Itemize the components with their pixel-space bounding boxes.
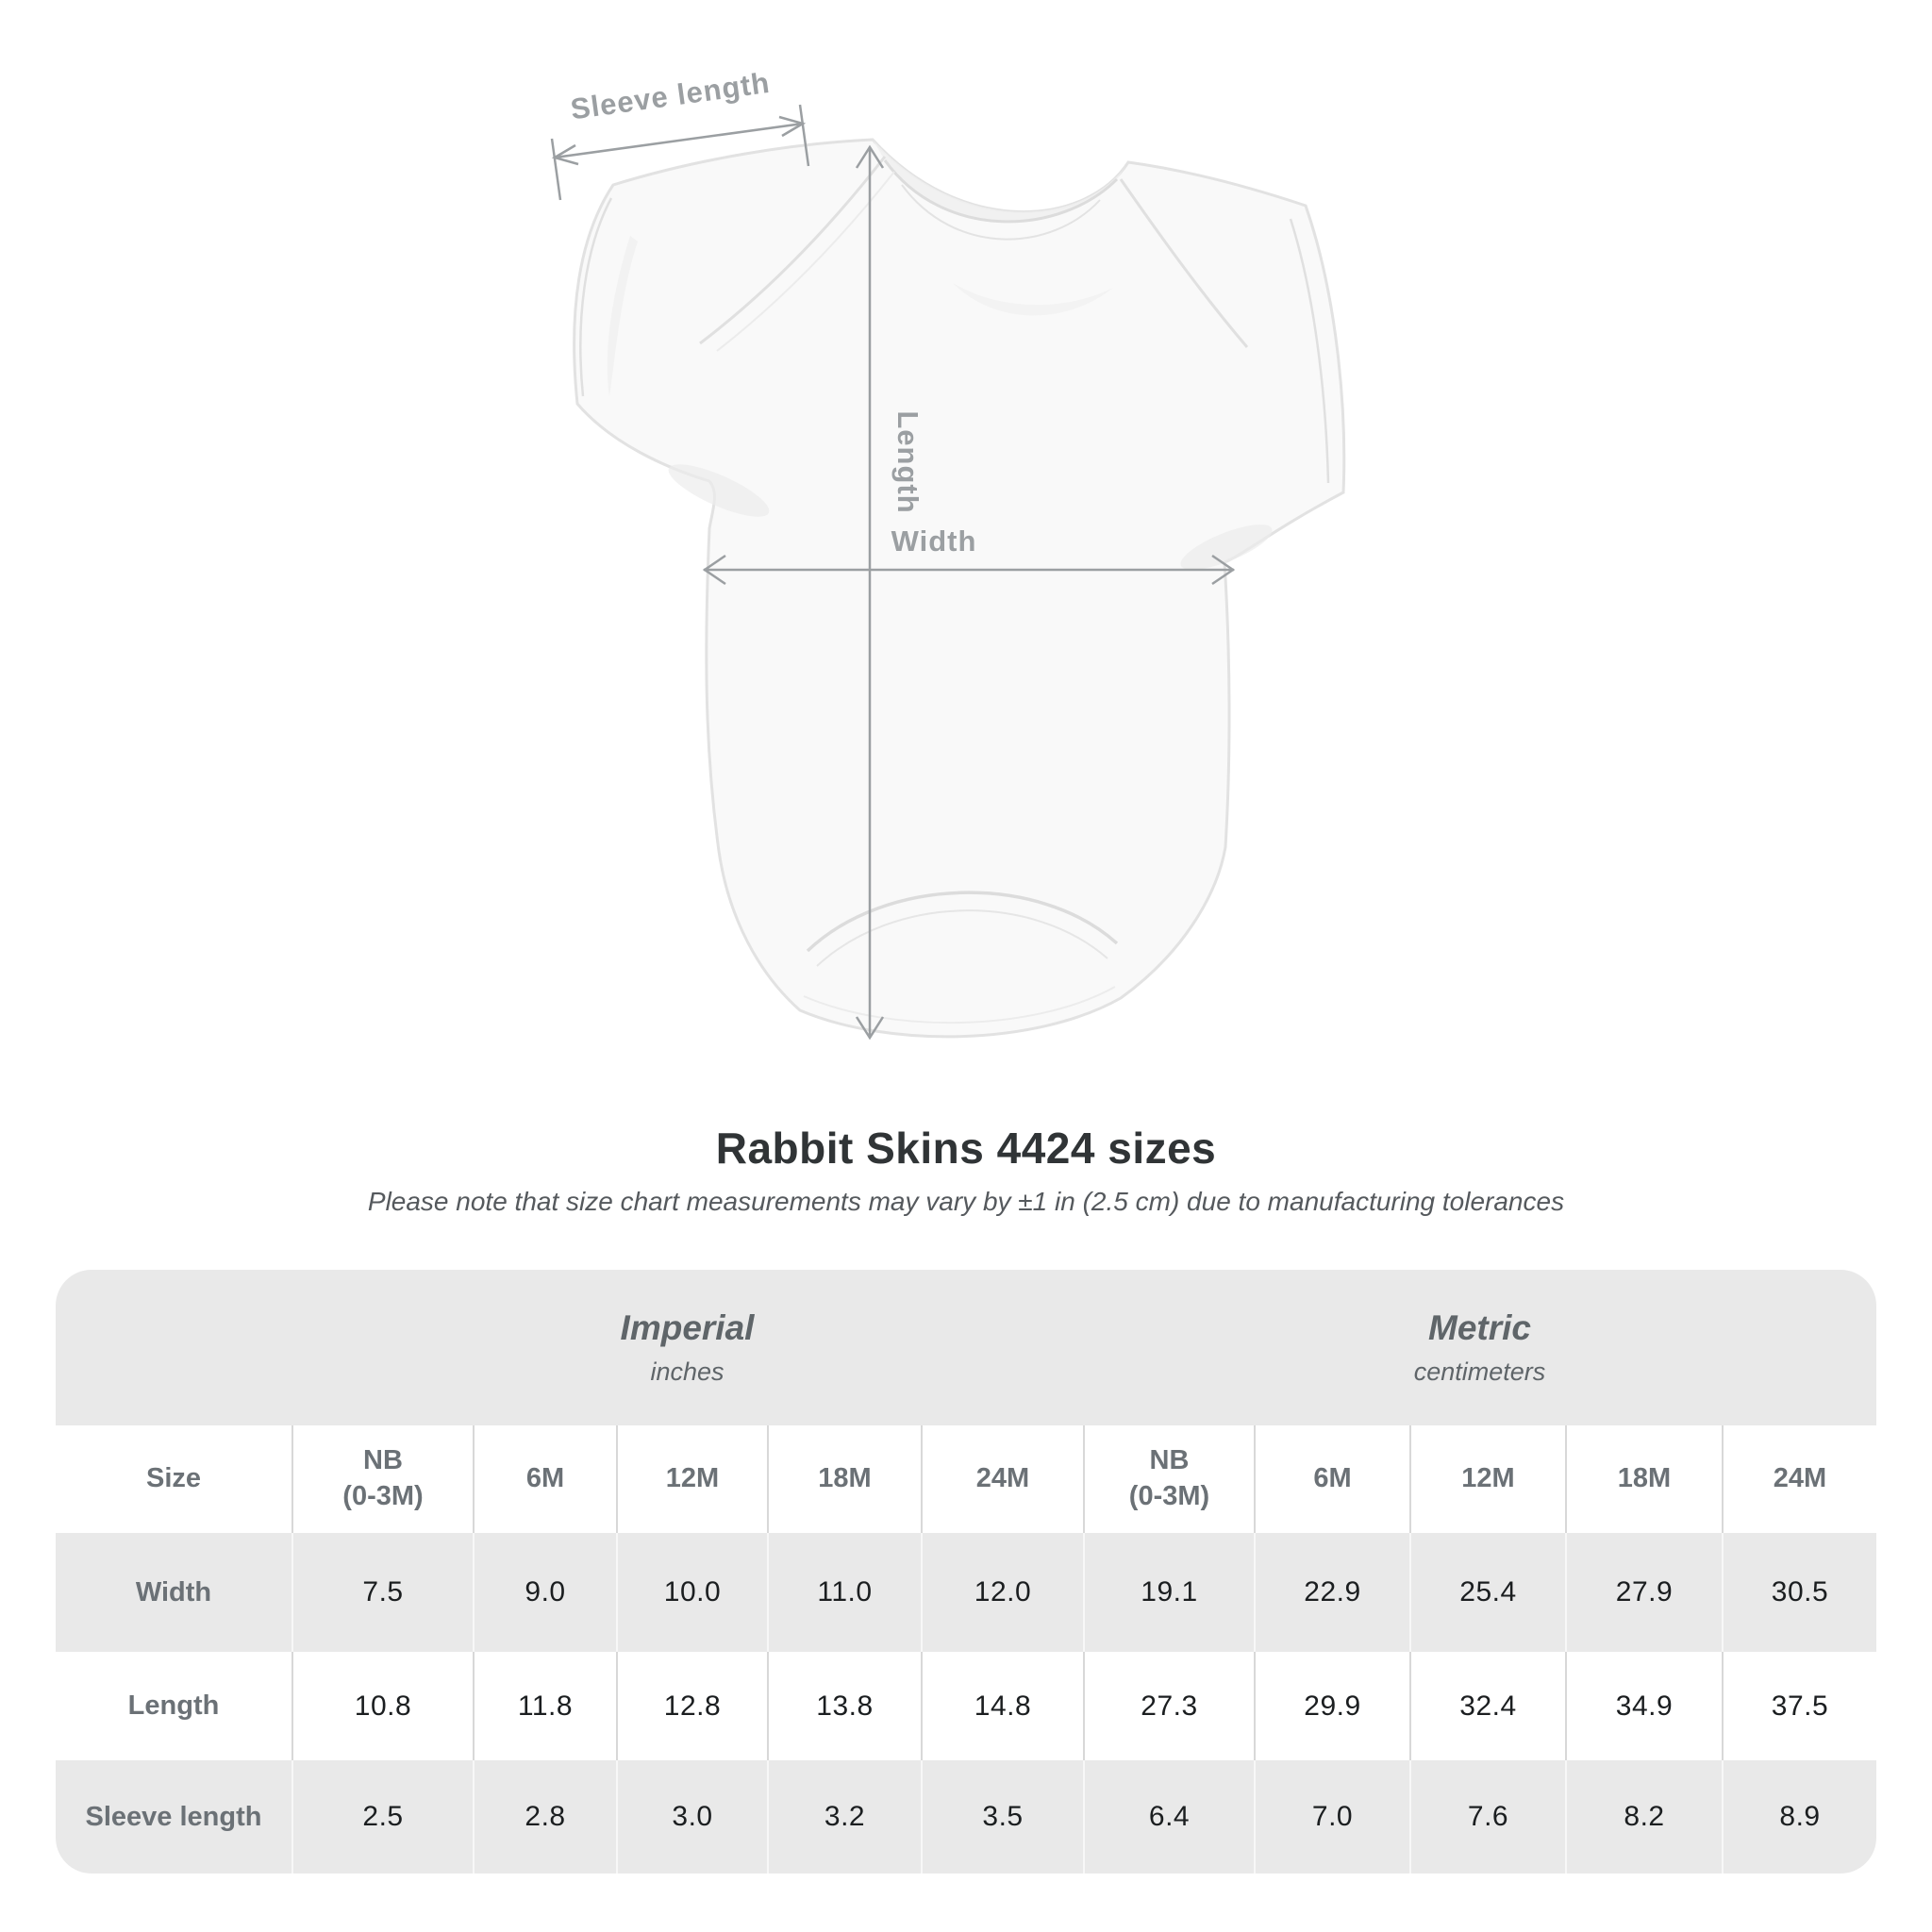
tolerance-note: Please note that size chart measurements… [367,1187,1565,1216]
table-cell: 27.3 [1083,1652,1254,1760]
row-label-sleeve-length: Sleeve length [56,1760,291,1874]
imperial-units: inches [650,1357,724,1386]
metric-section-header: Metric centimeters [1083,1270,1876,1425]
row-label-width: Width [56,1533,291,1652]
width-dimension [702,554,1236,586]
table-cell: 30.5 [1722,1533,1876,1652]
length-label: Length [891,410,924,513]
table-cell: 7.6 [1409,1760,1565,1874]
row-label-length: Length [56,1652,291,1760]
table-cell: 29.9 [1254,1652,1409,1760]
imperial-section-header: Imperial inches [291,1270,1083,1425]
table-cell: 11.8 [473,1652,616,1760]
table-cell: 7.0 [1254,1760,1409,1874]
column-header-line: NB [1149,1445,1190,1476]
column-header-6m-metric: 6M [1254,1425,1409,1533]
chart-header: Rabbit Skins 4424 sizes Please note that… [0,1123,1932,1217]
table-cell: 3.2 [767,1760,921,1874]
column-header-line: 24M [1773,1463,1827,1494]
width-label: Width [891,525,977,558]
table-cell: 3.5 [921,1760,1083,1874]
table-cell: 8.2 [1565,1760,1722,1874]
column-header-12m-metric: 12M [1409,1425,1565,1533]
left-cuff-seam [579,197,613,397]
onesie-illustration: Sleeve length Length Width [550,66,1346,1041]
table-cell: 34.9 [1565,1652,1722,1760]
table-cell: 12.0 [921,1533,1083,1652]
table-cell: 3.0 [616,1760,767,1874]
table-cell: 7.5 [291,1533,473,1652]
band-corner [56,1270,291,1425]
column-header-line: (0-3M) [342,1481,424,1511]
table-cell: 10.8 [291,1652,473,1760]
table-cell: 8.9 [1722,1760,1876,1874]
column-header-line: 18M [1617,1463,1672,1494]
column-header-nb-imperial: NB (0-3M) [291,1425,473,1533]
size-table: Imperial inches Metric centimeters Size … [56,1270,1876,1874]
table-cell: 27.9 [1565,1533,1722,1652]
table-cell: 22.9 [1254,1533,1409,1652]
column-header-line: 12M [1461,1463,1515,1494]
column-header-line: (0-3M) [1128,1481,1210,1511]
left-shoulder-flap-seam [699,156,887,345]
table-cell: 10.0 [616,1533,767,1652]
table-cell: 2.5 [291,1760,473,1874]
metric-label: Metric [1428,1308,1531,1347]
sleeve-length-dimension [550,104,810,201]
right-shoulder-flap-seam [1119,178,1249,348]
crotch-flap-seam [806,891,1119,953]
table-cell: 32.4 [1409,1652,1565,1760]
column-header-line: 24M [975,1463,1030,1494]
imperial-label: Imperial [620,1308,755,1347]
table-cell: 14.8 [921,1652,1083,1760]
column-header-24m-imperial: 24M [921,1425,1083,1533]
column-header-18m-metric: 18M [1565,1425,1722,1533]
column-header-line: 6M [525,1463,565,1494]
table-cell: 2.8 [473,1760,616,1874]
table-cell: 37.5 [1722,1652,1876,1760]
table-cell: 25.4 [1409,1533,1565,1652]
garment-figure: Sleeve length Length Width [550,66,1346,1041]
column-header-12m-imperial: 12M [616,1425,767,1533]
column-header-18m-imperial: 18M [767,1425,921,1533]
table-cell: 12.8 [616,1652,767,1760]
length-dimension [855,144,885,1041]
table-cell: 11.0 [767,1533,921,1652]
column-header-line: 6M [1313,1463,1352,1494]
table-cell: 13.8 [767,1652,921,1760]
column-header-6m-imperial: 6M [473,1425,616,1533]
column-header-line: 12M [665,1463,720,1494]
column-header-line: NB [363,1445,403,1476]
table-cell: 19.1 [1083,1533,1254,1652]
page-title: Rabbit Skins 4424 sizes [715,1124,1217,1173]
column-header-24m-metric: 24M [1722,1425,1876,1533]
right-cuff-seam [1289,218,1330,484]
sleeve-length-label: Sleeve length [569,66,773,126]
size-column-header: Size [56,1425,291,1533]
onesie-body-shape [573,138,1346,1039]
table-cell: 6.4 [1083,1760,1254,1874]
neckline-band [873,140,1128,222]
bottom-hem-stitch [803,986,1116,1024]
column-header-line: 18M [818,1463,872,1494]
table-cell: 9.0 [473,1533,616,1652]
column-header-nb-metric: NB (0-3M) [1083,1425,1254,1533]
metric-units: centimeters [1413,1357,1546,1386]
